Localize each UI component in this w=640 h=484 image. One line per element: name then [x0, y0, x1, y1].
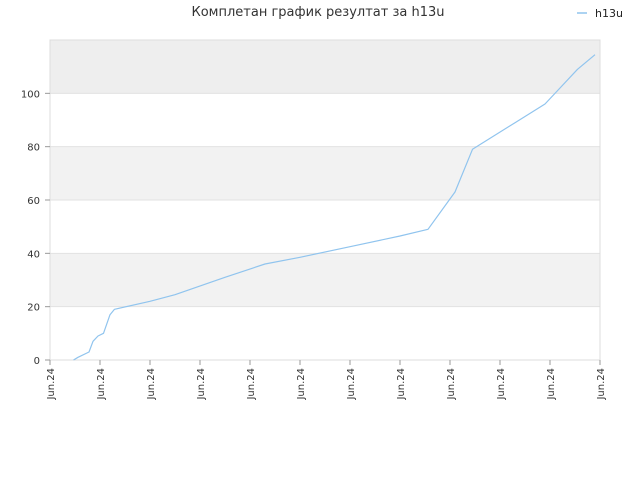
y-tick-label: 0 [34, 356, 40, 367]
x-tick-label: Jun.24 [96, 368, 107, 401]
x-tick-label: Jun.24 [396, 368, 407, 401]
plot-band [50, 306, 600, 360]
x-tick-label: Jun.24 [446, 368, 457, 401]
plot-band [50, 93, 600, 147]
plot-band [50, 253, 600, 307]
series-line-h13u [73, 54, 596, 361]
y-tick-label: 80 [27, 143, 40, 154]
x-tick-label: Jun.24 [596, 368, 607, 401]
plot-band [50, 40, 600, 94]
x-tick-label: Jun.24 [546, 368, 557, 401]
plot-band [50, 200, 600, 254]
y-tick-label: 60 [27, 196, 40, 207]
x-tick-label: Jun.24 [146, 368, 157, 401]
plot-background-bands [50, 40, 600, 360]
x-tick-label: Jun.24 [196, 368, 207, 401]
x-tick-label: Jun.24 [296, 368, 307, 401]
y-axis: 0 20 40 60 80 100 [21, 89, 50, 367]
series-layer [73, 54, 596, 361]
x-tick-label: Jun.24 [46, 368, 57, 401]
y-tick-label: 20 [27, 303, 40, 314]
plot-band [50, 146, 600, 200]
y-tick-label: 100 [21, 89, 40, 100]
x-axis: Jun.24 Jun.24 Jun.24 Jun.24 Jun.24 Jun.24 Jun.… [46, 360, 607, 401]
legend: h13u [577, 7, 623, 20]
legend-label: h13u [595, 7, 623, 20]
x-tick-label: Jun.24 [246, 368, 257, 401]
x-tick-label: Jun.24 [496, 368, 507, 401]
chart-title: Комплетан график резултат за h13u [191, 5, 444, 20]
y-tick-label: 40 [27, 249, 40, 260]
x-tick-label: Jun.24 [346, 368, 357, 401]
